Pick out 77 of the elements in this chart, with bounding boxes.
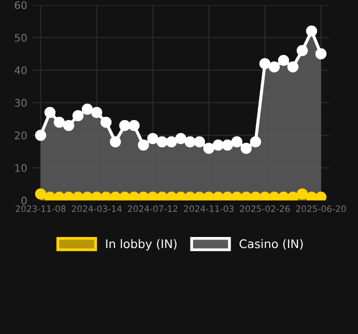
point	[72, 192, 84, 200]
x-tick-label: 2024-11-03	[184, 205, 234, 212]
point	[231, 192, 242, 200]
point	[259, 192, 270, 200]
point	[222, 139, 234, 151]
point	[44, 192, 56, 200]
point	[72, 110, 84, 122]
point	[54, 192, 65, 200]
point	[306, 192, 318, 200]
y-tick-label: 60	[14, 1, 27, 10]
y-tick-label: 0	[21, 196, 27, 205]
point	[184, 192, 196, 200]
legend-label: In lobby (IN)	[106, 239, 176, 251]
point	[119, 192, 130, 200]
point	[35, 130, 46, 141]
point	[250, 136, 262, 148]
point	[315, 192, 327, 200]
point	[184, 136, 196, 148]
point	[268, 61, 280, 72]
point	[166, 192, 177, 200]
point	[100, 116, 112, 128]
point	[296, 45, 308, 56]
point	[287, 61, 298, 72]
point	[119, 120, 130, 132]
x-tick-label: 2025-06-20	[296, 205, 346, 212]
point	[175, 132, 186, 144]
point	[63, 192, 74, 200]
y-tick-label: 30	[14, 98, 27, 107]
point	[194, 136, 206, 148]
point	[222, 192, 234, 200]
x-tick-label: 2024-03-14	[72, 205, 122, 212]
point	[35, 188, 46, 200]
point	[166, 136, 177, 148]
point	[231, 136, 242, 148]
point	[91, 192, 102, 200]
point	[63, 120, 74, 132]
point	[278, 54, 290, 66]
point	[156, 136, 168, 148]
point	[100, 192, 112, 200]
point	[240, 192, 252, 200]
point	[212, 139, 224, 151]
point	[147, 192, 158, 200]
point	[250, 192, 262, 200]
point	[296, 188, 308, 200]
x-tick-label: 2023-11-08	[16, 205, 66, 212]
point	[138, 192, 149, 200]
point	[156, 192, 168, 200]
point	[268, 192, 280, 200]
point	[128, 120, 140, 132]
point	[278, 192, 290, 200]
point	[212, 192, 224, 200]
point	[203, 192, 214, 200]
point	[147, 132, 158, 144]
x-tick-label: 2025-02-26	[240, 205, 290, 212]
point	[315, 48, 327, 60]
y-tick-label: 50	[14, 34, 27, 42]
y-tick-label: 40	[14, 66, 27, 74]
point	[128, 192, 140, 200]
point	[82, 104, 93, 115]
point	[287, 192, 298, 200]
point	[44, 106, 56, 118]
point	[91, 106, 102, 118]
x-tick-label: 2024-07-12	[128, 205, 178, 212]
point	[54, 116, 65, 128]
point	[203, 142, 214, 154]
point	[82, 192, 93, 200]
y-tick-label: 20	[14, 131, 27, 140]
point	[306, 26, 318, 37]
point	[259, 58, 270, 70]
y-tick-label: 10	[15, 164, 27, 172]
point	[240, 142, 252, 154]
point	[175, 192, 186, 200]
point	[110, 136, 121, 148]
point	[110, 192, 121, 200]
point	[194, 192, 206, 200]
legend-label: Casino (IN)	[240, 239, 303, 250]
point	[138, 139, 149, 151]
